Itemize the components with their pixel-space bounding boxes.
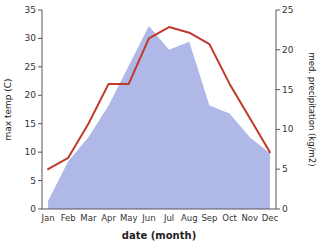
y-tick-label: 10	[25, 147, 37, 157]
x-tick-label: May	[120, 213, 138, 223]
y2-axis-line	[276, 10, 277, 209]
y-tick	[38, 152, 42, 153]
y-tick-label: 0	[30, 204, 36, 214]
y-tick	[38, 209, 42, 210]
y-tick-label: 30	[25, 33, 37, 43]
x-tick-label: Jul	[163, 213, 174, 223]
y-tick	[38, 123, 42, 124]
y-tick-label: 35	[25, 5, 36, 15]
y2-tick-label: 15	[282, 85, 293, 95]
x-tick-label: Jun	[141, 213, 155, 223]
y-tick	[38, 38, 42, 39]
x-axis-title: date (month)	[122, 230, 196, 241]
y2-axis-title: med. precipitation (kg/m2)	[307, 52, 317, 166]
x-tick-label: Sep	[201, 213, 217, 223]
precipitation-area	[48, 26, 270, 209]
x-tick-label: Mar	[80, 213, 97, 223]
x-tick-label: Nov	[241, 213, 258, 223]
y-tick-label: 15	[25, 119, 36, 129]
x-tick-label: Aug	[181, 213, 198, 223]
y-tick	[38, 180, 42, 181]
y2-tick-label: 10	[282, 124, 294, 134]
y-tick-label: 25	[25, 62, 36, 72]
chart-container: 051015202530350510152025JanFebMarAprMayJ…	[0, 0, 318, 247]
y2-tick	[276, 10, 280, 11]
x-tick-label: Dec	[262, 213, 279, 223]
y-tick	[38, 10, 42, 11]
y-tick	[38, 95, 42, 96]
y-tick	[38, 66, 42, 67]
y2-tick	[276, 49, 280, 50]
y2-tick-label: 0	[282, 204, 288, 214]
x-tick-label: Feb	[61, 213, 76, 223]
y2-tick	[276, 89, 280, 90]
y2-tick	[276, 129, 280, 130]
y2-tick-label: 5	[282, 164, 288, 174]
x-axis-line	[42, 209, 276, 210]
y-axis-line	[42, 10, 43, 209]
chart: 051015202530350510152025JanFebMarAprMayJ…	[0, 0, 318, 247]
temperature-line	[48, 27, 270, 169]
y-tick-label: 20	[25, 90, 37, 100]
y-tick-label: 5	[30, 176, 36, 186]
y2-tick	[276, 209, 280, 210]
data-layer	[48, 26, 270, 209]
y2-tick-label: 20	[282, 45, 294, 55]
y2-tick	[276, 169, 280, 170]
y2-tick-label: 25	[282, 5, 293, 15]
x-tick-label: Jan	[40, 213, 54, 223]
x-tick-label: Oct	[222, 213, 237, 223]
y-axis-title: max temp (C)	[3, 78, 13, 140]
x-tick-label: Apr	[101, 213, 116, 223]
